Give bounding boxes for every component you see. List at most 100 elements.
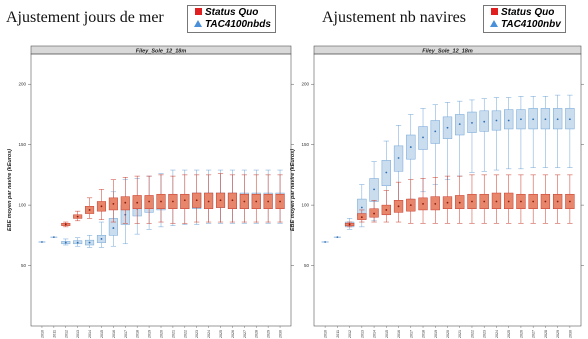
box-2016 bbox=[108, 179, 118, 223]
median-point bbox=[41, 241, 43, 243]
box-2012 bbox=[61, 238, 71, 246]
y-tick-label: 200 bbox=[301, 82, 309, 87]
x-tick-label: 2024 bbox=[495, 330, 499, 338]
legend-item-tac: TAC4100nbv bbox=[487, 19, 561, 31]
box-2019 bbox=[430, 177, 440, 224]
median-point bbox=[556, 200, 559, 203]
legend-item-status-quo: Status Quo bbox=[191, 7, 271, 19]
box-2026 bbox=[516, 174, 526, 224]
chart-title: Filey_Sole_12_18m bbox=[136, 48, 187, 54]
y-axis-label: EBE moyen par navire (kEuros) bbox=[7, 149, 13, 231]
box-2028 bbox=[540, 174, 551, 224]
median-point bbox=[471, 122, 473, 124]
median-point bbox=[324, 241, 327, 243]
median-point bbox=[532, 118, 535, 121]
median-point bbox=[568, 118, 571, 121]
chart-panel-right: Filey_Sole_12_18m 50 100 150 200 EBE moyen pa… bbox=[290, 45, 584, 338]
x-tick-label: 2017 bbox=[124, 330, 128, 338]
box-2026 bbox=[227, 174, 237, 223]
box-2023 bbox=[192, 174, 202, 223]
box-2016 bbox=[393, 181, 404, 223]
median-point bbox=[88, 241, 91, 244]
box-2025 bbox=[215, 173, 226, 223]
x-tick-label: 2026 bbox=[519, 330, 523, 338]
box-2020 bbox=[442, 175, 453, 224]
median-point bbox=[385, 209, 388, 211]
x-tick-label: 2012 bbox=[348, 330, 352, 338]
x-tick-label: 2022 bbox=[183, 330, 187, 338]
median-point bbox=[360, 216, 363, 219]
series-status-quo bbox=[344, 174, 575, 228]
box-2023 bbox=[479, 174, 489, 224]
box-2024 bbox=[491, 174, 502, 224]
box-2015 bbox=[381, 190, 391, 223]
median-point bbox=[495, 119, 498, 122]
y-tick-label: 100 bbox=[301, 203, 309, 208]
box-2022 bbox=[467, 174, 477, 224]
x-tick-label: 2018 bbox=[422, 330, 426, 338]
box-2020 bbox=[442, 102, 453, 180]
x-tick-label: 2019 bbox=[434, 330, 438, 338]
left-heading: Ajustement jours de mer bbox=[6, 9, 164, 26]
box-iqr bbox=[504, 109, 514, 130]
x-tick-label: 2021 bbox=[458, 330, 462, 338]
box-2028 bbox=[251, 174, 261, 223]
box-2028 bbox=[540, 96, 551, 168]
median-point bbox=[422, 136, 424, 139]
y-tick-label: 150 bbox=[301, 142, 309, 147]
median-point bbox=[373, 188, 375, 191]
median-point bbox=[160, 200, 162, 203]
median-point bbox=[495, 200, 498, 203]
x-tick-label: 2012 bbox=[64, 330, 68, 338]
box-2010 bbox=[38, 241, 46, 243]
blue-triangle-icon bbox=[490, 20, 498, 27]
x-tick-label: 2021 bbox=[171, 330, 175, 338]
x-tick-label: 2023 bbox=[195, 330, 199, 338]
x-tick-label: 2027 bbox=[243, 330, 247, 338]
median-point bbox=[507, 119, 510, 122]
box-2011 bbox=[333, 236, 341, 239]
x-tick-label: 2029 bbox=[556, 330, 560, 338]
box-2027 bbox=[239, 174, 249, 223]
x-tick-label: 2030 bbox=[279, 330, 283, 338]
median-point bbox=[100, 238, 103, 240]
x-tick-label: 2023 bbox=[483, 330, 487, 338]
chart-title: Filey_Sole_12_18m bbox=[422, 48, 473, 54]
median-point bbox=[556, 118, 559, 121]
median-point bbox=[183, 199, 186, 202]
median-point bbox=[360, 206, 363, 209]
box-2022 bbox=[180, 174, 190, 224]
box-2010 bbox=[321, 241, 329, 243]
x-tick-label: 2025 bbox=[219, 330, 223, 338]
median-point bbox=[397, 205, 400, 208]
right-legend: Status Quo TAC4100nbv bbox=[483, 5, 566, 33]
x-tick-label: 2026 bbox=[231, 330, 235, 338]
median-point bbox=[458, 123, 461, 126]
box-2026 bbox=[516, 96, 526, 170]
median-point bbox=[52, 236, 55, 239]
box-iqr bbox=[180, 193, 190, 209]
box-2014 bbox=[85, 235, 95, 248]
median-point bbox=[172, 200, 174, 203]
x-tick-label: 2025 bbox=[507, 330, 511, 338]
box-2027 bbox=[528, 174, 538, 224]
median-point bbox=[88, 209, 91, 211]
x-tick-label: 2016 bbox=[112, 330, 116, 338]
box-2030 bbox=[565, 94, 575, 168]
box-2021 bbox=[455, 100, 465, 177]
y-tick-label: 50 bbox=[21, 263, 27, 268]
x-tick-label: 2013 bbox=[360, 330, 364, 338]
box-2013 bbox=[357, 209, 367, 223]
y-tick-label: 200 bbox=[18, 82, 26, 87]
x-tick-label: 2014 bbox=[88, 330, 92, 338]
x-tick-label: 2011 bbox=[336, 330, 340, 338]
red-square-icon bbox=[194, 8, 202, 15]
x-tick-label: 2020 bbox=[160, 330, 164, 338]
legend-item-status-quo: Status Quo bbox=[487, 7, 561, 19]
box-2017 bbox=[406, 179, 416, 224]
x-tick-label: 2016 bbox=[397, 330, 401, 338]
box-2021 bbox=[455, 175, 465, 224]
median-point bbox=[434, 130, 437, 133]
box-2017 bbox=[120, 177, 130, 224]
